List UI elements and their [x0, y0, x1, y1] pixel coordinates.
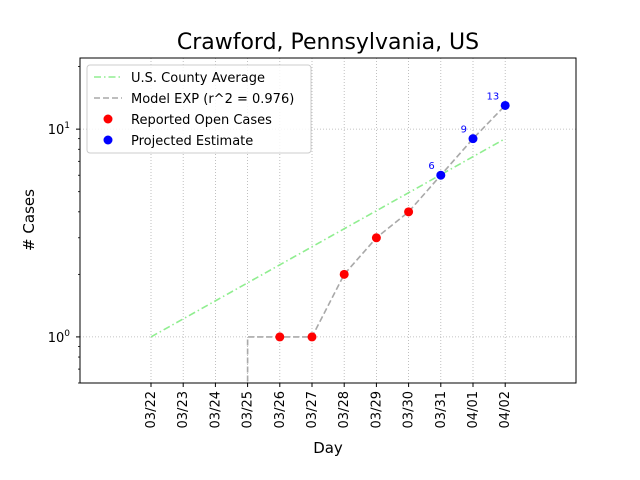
legend-entry: Projected Estimate [131, 134, 253, 149]
series-line [150, 137, 506, 338]
x-tick-label: 03/30 [402, 391, 417, 428]
data-point [307, 332, 317, 342]
data-label: 9 [461, 125, 467, 136]
x-tick-label: 03/24 [208, 391, 223, 428]
x-tick-label: 03/22 [144, 391, 159, 428]
x-tick-label: 04/01 [466, 391, 481, 428]
y-tick-label: 100 [48, 329, 71, 346]
x-tick-label: 03/26 [273, 391, 288, 428]
x-tick-label: 03/23 [176, 391, 191, 428]
x-tick-label: 03/28 [337, 391, 352, 428]
x-tick-label: 03/27 [305, 391, 320, 428]
legend-box [86, 64, 312, 154]
data-point [371, 233, 381, 243]
data-point [404, 207, 414, 217]
x-axis-label: Day [313, 439, 343, 457]
ticks: 03/22 03/23 03/24 03/25 03/26 03/27 03/28 03/29… [48, 66, 513, 428]
legend: U.S. County Average Model EXP (r^2 = 0.97… [86, 64, 312, 154]
legend-marker [103, 114, 113, 124]
x-tick-label: 03/29 [369, 391, 384, 428]
x-tick-label: 03/31 [434, 391, 449, 428]
legend-entry: Model EXP (r^2 = 0.976) [131, 92, 294, 107]
legend-entry: Reported Open Cases [131, 113, 272, 128]
legend-marker [103, 135, 113, 145]
series-layer: 6 9 13 [150, 91, 510, 383]
series-line [246, 104, 506, 383]
data-label: 6 [428, 161, 434, 172]
data-point [339, 269, 349, 279]
data-point [275, 332, 285, 342]
legend-entry: U.S. County Average [131, 71, 265, 86]
x-tick-label: 03/25 [241, 391, 256, 428]
chart-title: Crawford, Pennsylvania, US [177, 30, 479, 55]
data-point [436, 170, 446, 180]
x-tick-label: 04/02 [498, 391, 513, 428]
y-axis-label: # Cases [20, 189, 38, 251]
data-point [468, 134, 478, 144]
plot-area [79, 57, 577, 384]
y-tick-label: 101 [48, 121, 70, 138]
data-point [500, 100, 510, 110]
data-label: 13 [486, 91, 499, 102]
